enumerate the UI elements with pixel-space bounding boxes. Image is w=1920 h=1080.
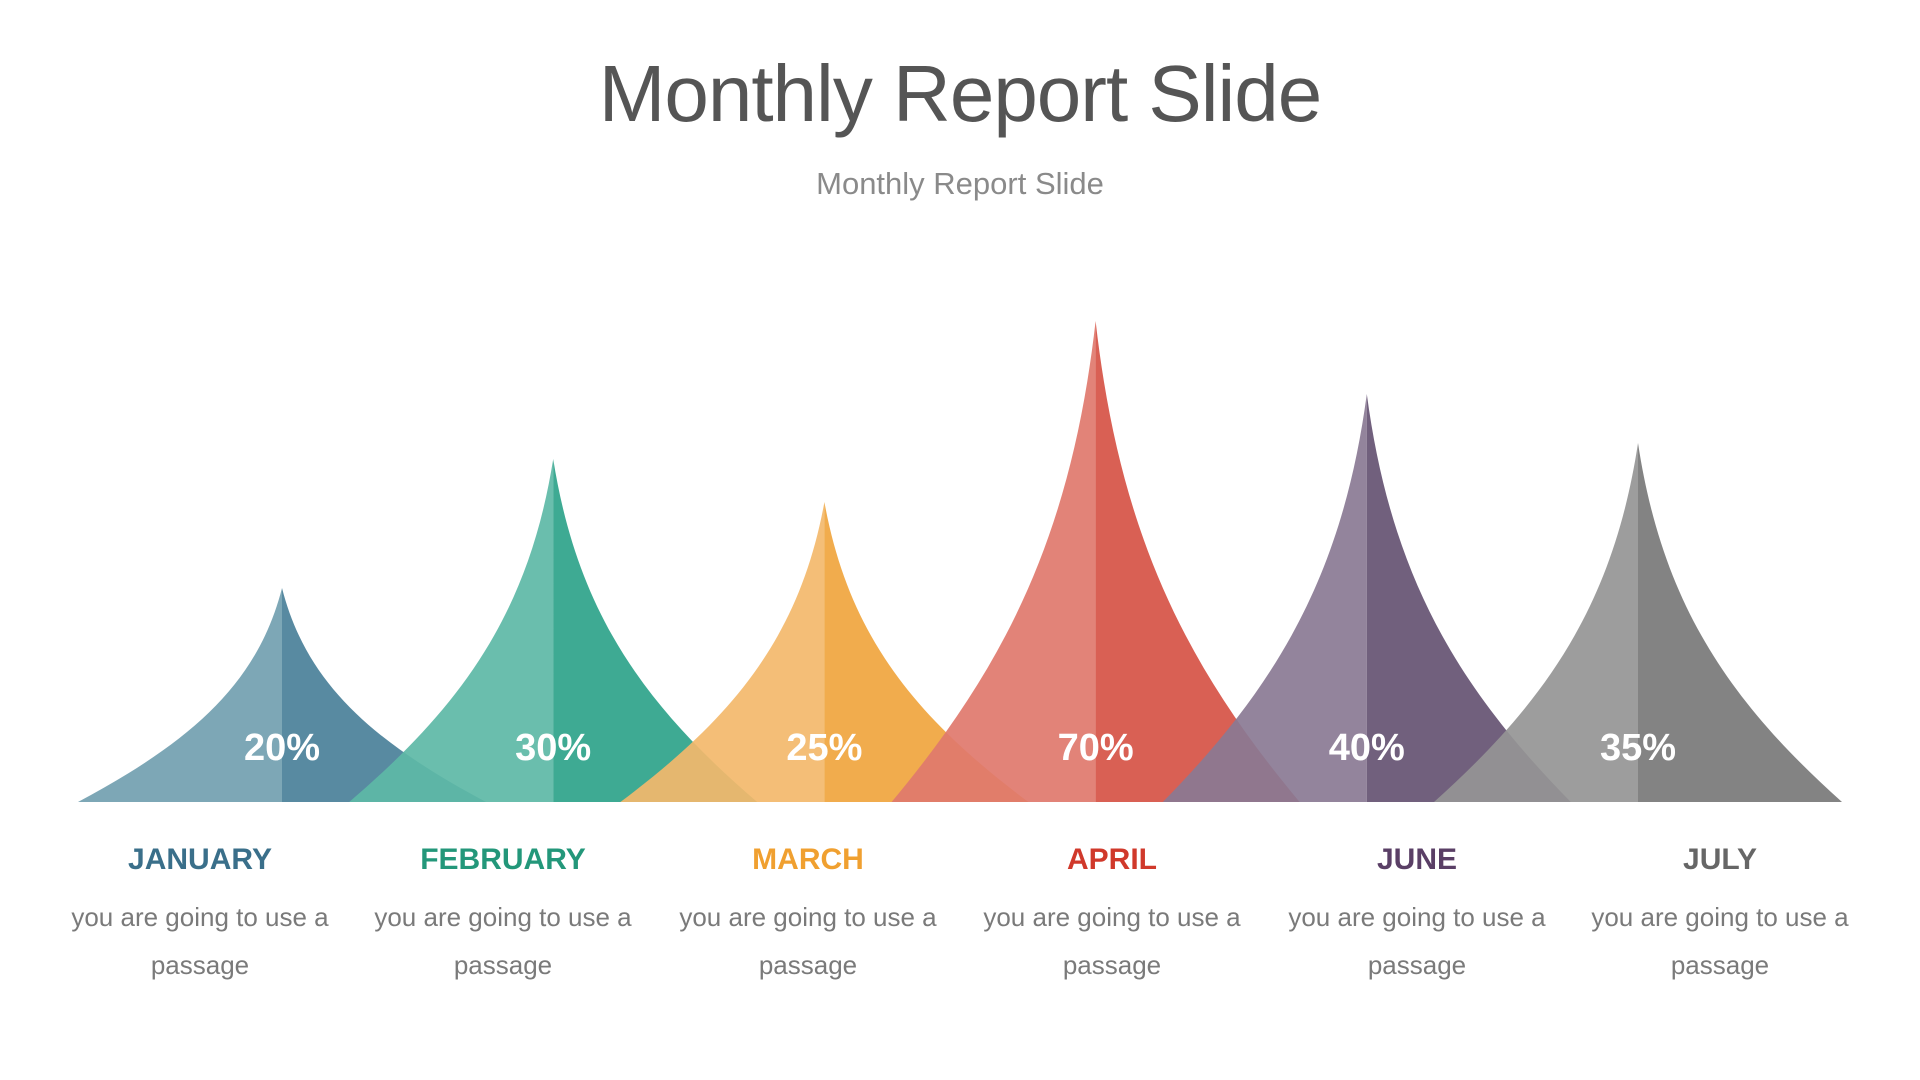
- month-label: APRIL: [1067, 843, 1157, 876]
- peak-left-half-june: [1162, 394, 1367, 802]
- month-description: you are going to use a passage: [1591, 902, 1849, 980]
- month-label: FEBRUARY: [420, 843, 586, 876]
- page-title: Monthly Report Slide: [598, 49, 1323, 138]
- peak-left-half-february: [349, 459, 554, 802]
- month-description: you are going to use a passage: [71, 902, 329, 980]
- peak-left-half-july: [1434, 443, 1638, 802]
- value-label: 40%: [1329, 727, 1405, 769]
- month-description: you are going to use a passage: [983, 902, 1241, 980]
- value-label: 25%: [786, 727, 862, 769]
- value-label: 20%: [244, 727, 320, 769]
- month-description: you are going to use a passage: [679, 902, 937, 980]
- month-description: you are going to use a passage: [374, 902, 632, 980]
- peak-right-half-january: [282, 588, 486, 802]
- peak-left-half-march: [620, 502, 825, 802]
- month-description: you are going to use a passage: [1288, 902, 1546, 980]
- peak-left-half-january: [78, 588, 282, 802]
- value-label: 35%: [1600, 727, 1676, 769]
- peak-right-half-march: [824, 502, 1029, 802]
- month-label: JANUARY: [128, 843, 272, 876]
- peak-right-half-june: [1366, 394, 1571, 802]
- month-label: JUNE: [1376, 843, 1458, 876]
- month-label: MARCH: [752, 843, 864, 876]
- peak-right-half-february: [553, 459, 758, 802]
- value-label: 30%: [515, 727, 591, 769]
- peak-right-half-april: [1095, 321, 1300, 802]
- page-subtitle: Monthly Report Slide: [816, 166, 1104, 201]
- peak-right-half-july: [1638, 443, 1842, 802]
- value-label: 70%: [1058, 727, 1134, 769]
- peak-left-half-april: [891, 321, 1096, 802]
- month-label: JULY: [1683, 843, 1757, 876]
